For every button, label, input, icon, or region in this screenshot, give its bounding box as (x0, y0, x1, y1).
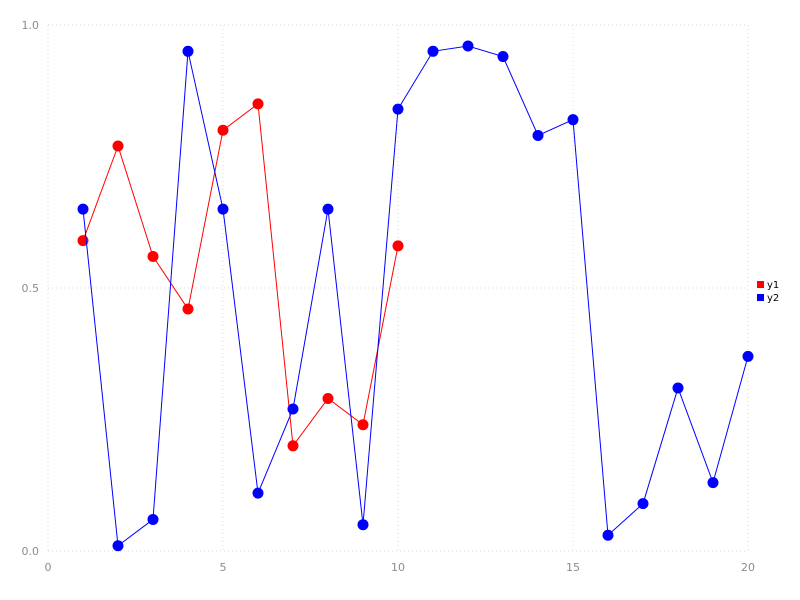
y-axis-tick-label: 1.0 (22, 19, 40, 32)
x-axis-tick-label: 20 (741, 561, 755, 574)
legend-marker-y2 (757, 294, 764, 301)
data-point-y2 (602, 529, 614, 541)
data-point-y2 (462, 40, 474, 52)
x-axis-tick-label: 15 (566, 561, 580, 574)
data-point-y2 (742, 350, 754, 362)
x-axis-tick-label: 5 (220, 561, 227, 574)
data-point-y1 (252, 98, 264, 110)
legend-marker-y1 (757, 281, 764, 288)
data-point-y1 (112, 140, 124, 152)
data-point-y2 (532, 129, 544, 141)
data-point-y2 (497, 51, 509, 63)
data-point-y1 (357, 419, 369, 431)
data-point-y1 (287, 440, 299, 452)
data-point-y2 (252, 487, 264, 499)
data-point-y2 (357, 519, 369, 531)
x-axis-tick-label: 0 (45, 561, 52, 574)
y-axis-tick-label: 0.5 (22, 282, 40, 295)
data-point-y2 (707, 477, 719, 489)
data-point-y1 (392, 240, 404, 252)
x-axis-tick-label: 10 (391, 561, 405, 574)
data-point-y2 (427, 45, 439, 57)
data-point-y2 (77, 203, 89, 215)
series-line-y2 (82, 45, 749, 547)
data-point-y2 (182, 45, 194, 57)
legend-label-y1: y1 (767, 280, 779, 291)
data-point-y2 (392, 103, 404, 115)
data-point-y2 (322, 203, 334, 215)
data-point-y2 (287, 403, 299, 415)
data-point-y2 (112, 540, 124, 552)
data-point-y1 (182, 303, 194, 315)
y-axis-tick-label: 0.0 (22, 545, 40, 558)
data-point-y1 (147, 250, 159, 262)
data-point-y2 (567, 114, 579, 126)
data-point-y1 (217, 124, 229, 136)
data-point-y2 (637, 498, 649, 510)
data-point-y2 (217, 203, 229, 215)
data-point-y2 (147, 513, 159, 525)
data-point-y2 (672, 382, 684, 394)
data-point-y1 (322, 392, 334, 404)
legend-label-y2: y2 (767, 293, 779, 304)
series-line-y1 (82, 102, 399, 448)
